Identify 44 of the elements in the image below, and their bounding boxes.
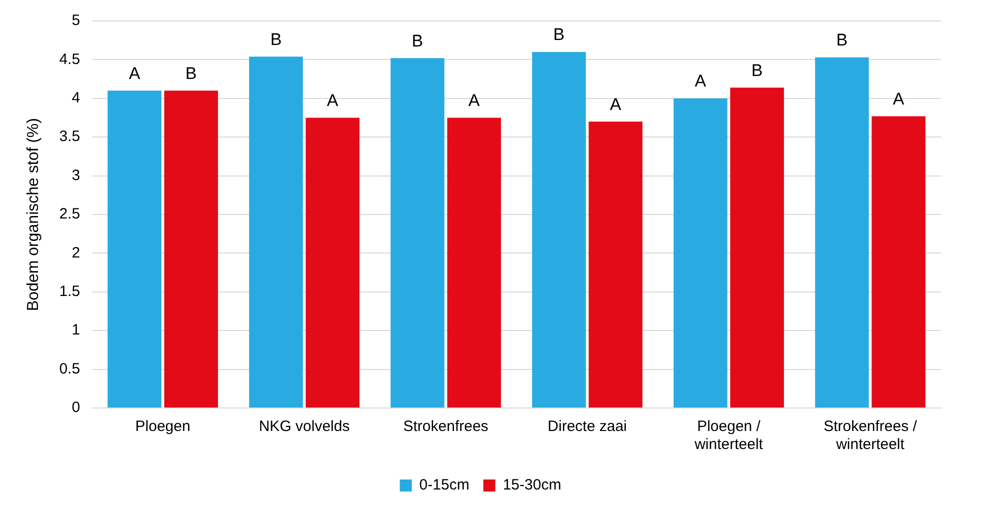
annotation: B	[412, 31, 424, 50]
y-tick-label: 2	[72, 244, 80, 262]
bar	[532, 52, 586, 408]
bar	[390, 58, 444, 408]
y-tick-label: 5	[72, 12, 80, 30]
annotation: A	[892, 89, 905, 108]
y-tick-label: 0.5	[59, 360, 80, 378]
annotation: A	[128, 64, 141, 83]
y-tick-label: 2.5	[59, 206, 80, 223]
x-tick-label: Strokenfrees	[403, 418, 488, 436]
y-tick-label: 1.5	[59, 283, 80, 300]
x-tick-label: Directe zaai	[548, 418, 627, 436]
x-tick-label: NKG volvelds	[258, 418, 350, 436]
legend-label: 0-15cm	[419, 476, 470, 494]
bar	[249, 56, 303, 408]
annotation: A	[326, 90, 339, 110]
annotation: B	[836, 30, 848, 50]
bar	[447, 118, 501, 408]
x-tick-label: Ploegen / winterteelt	[694, 418, 764, 454]
y-tick-label: 1	[72, 322, 80, 339]
legend-label: 15-30cm	[502, 476, 562, 494]
y-axis-title: Bodem organische stof (%)	[25, 118, 42, 311]
bar	[306, 118, 360, 408]
x-tick-label: Strokenfrees / winterteelt	[824, 418, 918, 454]
annotation: A	[610, 94, 622, 114]
bar	[588, 122, 642, 408]
x-tick-label: Ploegen	[135, 418, 190, 436]
annotation: A	[468, 90, 480, 110]
y-tick-label: 0	[72, 399, 80, 416]
bar	[108, 90, 162, 408]
annotation: B	[751, 60, 763, 80]
bar	[164, 90, 218, 408]
y-tick-label: 3.5	[59, 128, 80, 146]
bar	[674, 98, 728, 408]
annotation: B	[553, 25, 565, 44]
bar	[730, 88, 784, 408]
annotation: B	[270, 30, 282, 49]
y-tick-label: 4.5	[59, 50, 80, 68]
y-tick-label: 4	[72, 90, 80, 107]
annotation: B	[185, 64, 197, 83]
y-tick-label: 3	[72, 166, 80, 184]
bar	[815, 57, 869, 408]
bar	[872, 116, 926, 408]
annotation: A	[694, 72, 707, 91]
